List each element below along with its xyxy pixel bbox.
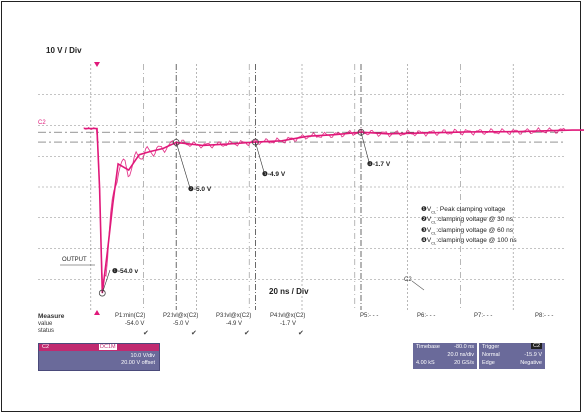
timebase-tdiv: 20.0 ns/div [447, 352, 474, 358]
channel-panel[interactable]: C2 DC1M 10.0 V/div 20.00 V offset [38, 343, 160, 371]
c2-ref-marker-left: C2 [38, 120, 46, 126]
trigger-label: Trigger [482, 344, 499, 350]
measure-param-value: -4.9 V [226, 321, 242, 327]
annotation-leader-3 [255, 142, 264, 172]
legend-entry-1: ❶VCL: Peak clamping voltage [421, 206, 517, 216]
annotation-leader-2 [176, 142, 190, 188]
legend: ❶VCL: Peak clamping voltage ❷VCL:clamping… [421, 206, 517, 247]
trigger-tag: C2 [531, 343, 542, 349]
trigger-slope: Negative [520, 360, 542, 366]
annotation-leader-4 [361, 132, 369, 162]
channel-name: C2 [42, 344, 49, 350]
channel-offset: 20.00 V offset [121, 360, 155, 366]
trigger-level: -15.9 V [524, 352, 542, 358]
channel-tag: DC1M [99, 344, 117, 350]
measure-param-name[interactable]: P7:- - - [474, 313, 492, 319]
measure-status-check-icon: ✔ [191, 329, 197, 337]
legend-entry-3: ❸VCL:clamping voltage @ 60 ns [421, 227, 517, 237]
measure-param-name[interactable]: P4:lvl@x(C2) [270, 313, 305, 319]
annotation-3-label: ❸-4.9 V [262, 170, 285, 178]
measure-param-value: -1.7 V [280, 321, 296, 327]
channel-vdiv: 10.0 V/div [131, 353, 155, 359]
measure-param-name[interactable]: P3:lvl@x(C2) [216, 313, 251, 319]
trace-label: OUTPUT [62, 257, 87, 263]
annotation-4-label: ❹-1.7 V [367, 160, 390, 168]
measure-param-name[interactable]: P2:lvl@x(C2) [163, 313, 198, 319]
trigger-mode: Normal [482, 352, 500, 358]
trigger-position-marker [94, 62, 100, 67]
measure-param-name[interactable]: P1:min(C2) [115, 313, 145, 319]
measure-status-check-icon: ✔ [244, 329, 250, 337]
timebase-samples: 4.00 kS [416, 360, 435, 366]
measure-status-check-icon: ✔ [143, 329, 149, 337]
trigger-panel[interactable]: Trigger C2 Normal -15.9 V Edge Negative [479, 343, 545, 369]
measure-param-name[interactable]: P6:- - - [417, 313, 435, 319]
legend-text: : Peak clamping voltage [436, 206, 505, 213]
trigger-type: Edge [482, 360, 495, 366]
measure-row-value-label: value [38, 321, 52, 327]
channel-header: C2 DC1M [39, 344, 159, 351]
timebase-delay: -80.0 ns [454, 344, 474, 350]
annotation-2-label: ❷-5.0 V [188, 185, 211, 193]
c2-ref-marker-right: C2 [404, 277, 412, 283]
measure-header: Measure [38, 313, 64, 320]
legend-entry-4: ❹VCL:clamping voltage @ 100 ns [421, 237, 517, 247]
timebase-rate: 20 GS/s [454, 360, 474, 366]
measure-param-value: -54.0 V [125, 321, 144, 327]
timebase-panel[interactable]: Timebase -80.0 ns 20.0 ns/div 4.00 kS 20… [413, 343, 477, 369]
legend-text: :clamping voltage @ 60 ns [436, 227, 513, 234]
measure-param-name[interactable]: P8:- - - [535, 313, 553, 319]
measure-param-name[interactable]: P5:- - - [360, 313, 378, 319]
measure-row-status-label: status [38, 328, 54, 334]
legend-text: :clamping voltage @ 100 ns [436, 237, 516, 244]
annotation-1-label: ❶-54.0 v [112, 267, 138, 275]
timebase-label: Timebase [416, 344, 440, 350]
trigger-position-marker-bottom [94, 310, 100, 315]
measure-status-check-icon: ✔ [298, 329, 304, 337]
x-scale-label: 20 ns / Div [266, 287, 312, 296]
legend-entry-2: ❷VCL:clamping voltage @ 30 ns [421, 216, 517, 226]
legend-text: :clamping voltage @ 30 ns [436, 216, 513, 223]
measure-param-value: -5.0 V [173, 321, 189, 327]
ref-marker-leader [412, 281, 424, 290]
